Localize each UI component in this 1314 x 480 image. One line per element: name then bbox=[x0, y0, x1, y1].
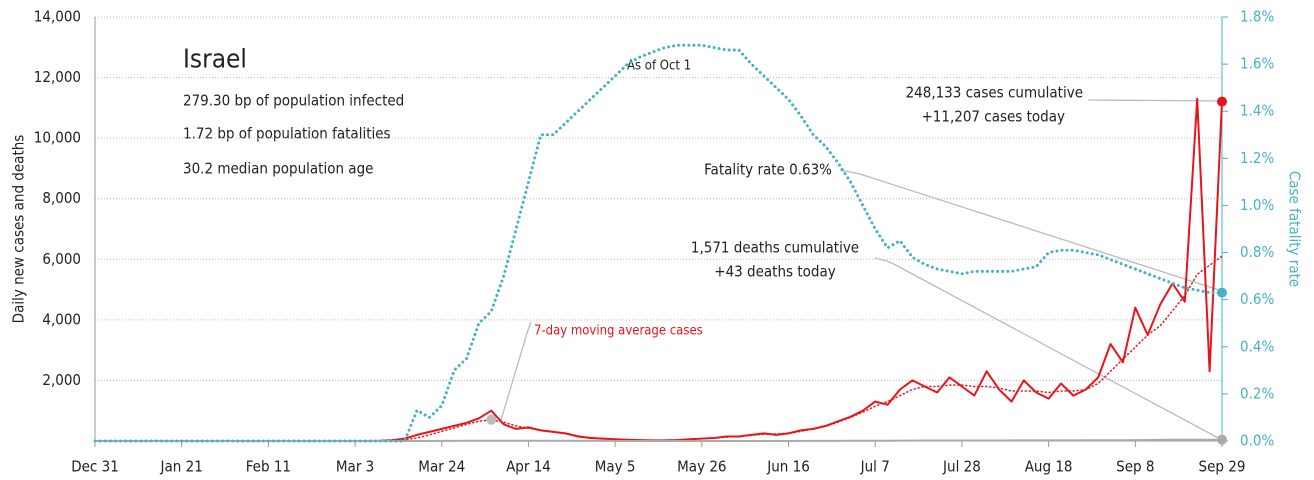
x-tick-label: Sep 29 bbox=[1199, 458, 1246, 476]
y2-tick-label: 1.8% bbox=[1240, 8, 1274, 26]
y2-tick-label: 1.0% bbox=[1240, 196, 1274, 214]
x-tick-label: May 5 bbox=[595, 458, 636, 476]
series-label: 7-day moving average cases bbox=[534, 324, 703, 339]
x-tick-label: Jun 16 bbox=[766, 458, 810, 476]
y-tick-label: 6,000 bbox=[42, 250, 81, 268]
annotation: +11,207 cases today bbox=[921, 108, 1065, 126]
y2-tick-label: 1.4% bbox=[1240, 102, 1274, 120]
y-tick-label: 2,000 bbox=[42, 371, 81, 389]
x-tick-label: Aug 18 bbox=[1025, 458, 1073, 476]
y2-axis-label: Case fatality rate bbox=[1286, 171, 1304, 287]
x-tick-label: May 26 bbox=[677, 458, 726, 476]
x-tick-label: Mar 3 bbox=[336, 458, 374, 476]
x-tick-label: Mar 24 bbox=[418, 458, 465, 476]
leader-line bbox=[500, 321, 532, 421]
subtitle: 1.72 bp of population fatalities bbox=[183, 125, 391, 143]
y2-tick-label: 0.2% bbox=[1240, 384, 1274, 402]
subtitle: 30.2 median population age bbox=[183, 160, 373, 178]
annotation: +43 deaths today bbox=[714, 263, 835, 281]
annotation-point bbox=[486, 414, 497, 425]
x-tick-label: Apr 14 bbox=[506, 458, 551, 476]
y2-tick-label: 0.4% bbox=[1240, 337, 1274, 355]
chart-title: Israel bbox=[183, 45, 247, 75]
y-tick-label: 10,000 bbox=[34, 129, 81, 147]
y-tick-label: 14,000 bbox=[34, 8, 81, 26]
x-tick-label: Feb 11 bbox=[246, 458, 291, 476]
x-tick-label: Jul 7 bbox=[860, 458, 890, 476]
annotation: Fatality rate 0.63% bbox=[704, 161, 832, 179]
x-tick-label: Jan 21 bbox=[160, 458, 203, 476]
x-tick-label: Dec 31 bbox=[71, 458, 119, 476]
y-tick-label: 8,000 bbox=[42, 189, 81, 207]
annotation: 1,571 deaths cumulative bbox=[691, 239, 859, 257]
end-point bbox=[1217, 287, 1227, 298]
leader-line bbox=[874, 257, 1223, 441]
y-tick-label: 12,000 bbox=[34, 68, 81, 86]
y-axis-label: Daily new cases and deaths bbox=[10, 135, 28, 324]
annotation: 248,133 cases cumulative bbox=[906, 84, 1083, 102]
annotation: As of Oct 1 bbox=[627, 59, 691, 74]
x-tick-label: Jul 28 bbox=[942, 458, 981, 476]
leader-line bbox=[1087, 99, 1223, 102]
y2-tick-label: 0.8% bbox=[1240, 243, 1274, 261]
y2-tick-label: 0.0% bbox=[1240, 432, 1274, 450]
subtitle: 279.30 bp of population infected bbox=[183, 92, 404, 110]
y2-tick-label: 1.2% bbox=[1240, 149, 1274, 167]
series-line bbox=[93, 43, 1224, 443]
y2-tick-label: 1.6% bbox=[1240, 55, 1274, 73]
end-point bbox=[1217, 434, 1227, 445]
y-tick-label: 4,000 bbox=[42, 310, 81, 328]
leader-line bbox=[839, 169, 1223, 292]
series-line bbox=[94, 97, 1223, 442]
end-point bbox=[1217, 96, 1227, 107]
x-tick-label: Sep 8 bbox=[1116, 458, 1154, 476]
y2-tick-label: 0.6% bbox=[1240, 290, 1274, 308]
